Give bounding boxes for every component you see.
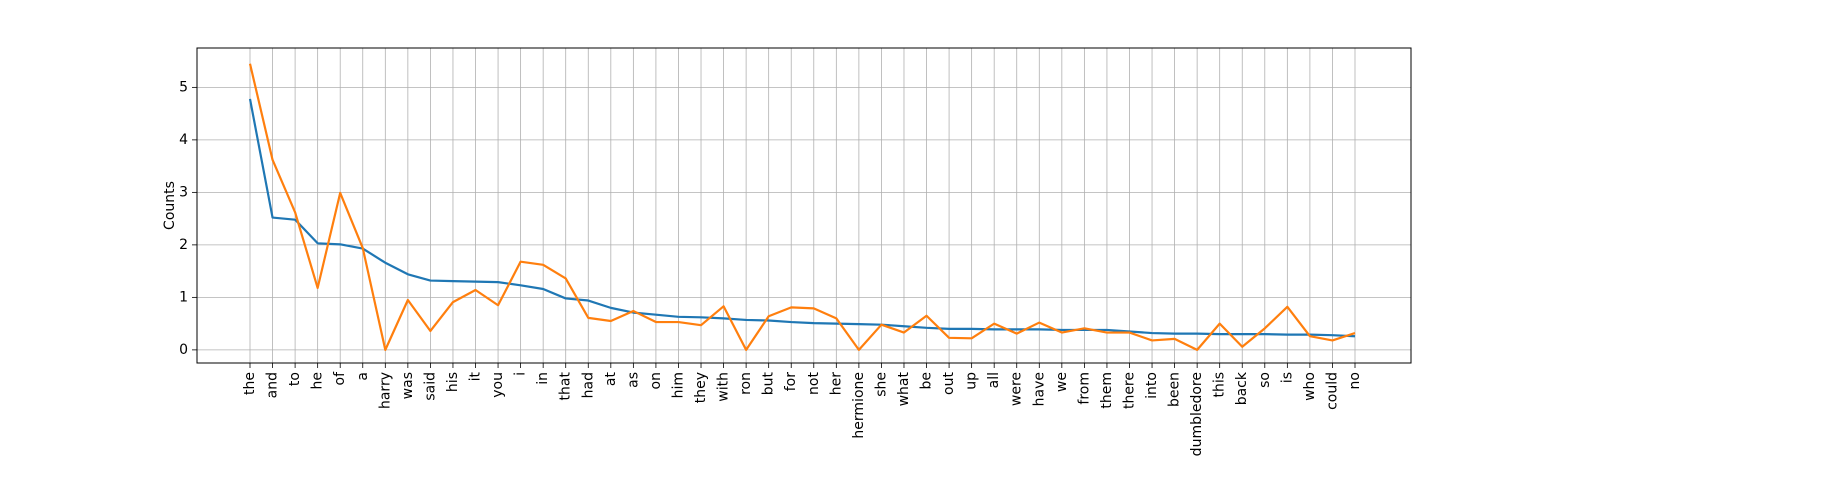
grid-lines bbox=[197, 48, 1411, 363]
x-tick-label: a bbox=[355, 372, 371, 381]
y-tick-label: 5 bbox=[179, 79, 188, 95]
x-tick-label: him bbox=[670, 372, 686, 398]
x-tick-label: as bbox=[625, 372, 641, 388]
x-tick-label: out bbox=[941, 371, 957, 394]
y-tick-label: 0 bbox=[179, 342, 188, 358]
x-tick-label: she bbox=[873, 372, 889, 397]
x-tick-label: to bbox=[287, 372, 303, 386]
x-tick-label: they bbox=[693, 372, 709, 403]
x-tick-label: of bbox=[332, 371, 348, 386]
y-tick-label: 3 bbox=[179, 184, 188, 200]
series-line-1 bbox=[248, 98, 1356, 338]
x-tick-label: had bbox=[580, 372, 596, 398]
x-tick-label: have bbox=[1031, 372, 1047, 406]
x-tick-label: you bbox=[490, 372, 506, 398]
x-tick-label: not bbox=[806, 371, 822, 394]
y-tick-label: 1 bbox=[179, 289, 188, 305]
x-tick-label: them bbox=[1099, 372, 1115, 409]
x-tick-label: all bbox=[986, 372, 1002, 388]
x-tick-label: be bbox=[919, 372, 935, 390]
y-axis-label: Counts bbox=[162, 181, 178, 230]
x-tick-label: no bbox=[1347, 372, 1363, 389]
x-tick-label: it bbox=[468, 372, 484, 382]
x-tick-label: from bbox=[1076, 372, 1092, 405]
x-tick-label: could bbox=[1324, 372, 1340, 410]
series-lines bbox=[248, 63, 1356, 351]
x-tick-label: his bbox=[445, 372, 461, 392]
x-tick-label: up bbox=[964, 372, 980, 390]
y-tick-label: 4 bbox=[179, 132, 188, 148]
x-tick-label: was bbox=[400, 372, 416, 399]
x-tick-label: her bbox=[828, 372, 844, 395]
x-tick-label: there bbox=[1121, 372, 1137, 409]
y-axis: 0 1 2 3 4 5 bbox=[179, 79, 197, 358]
x-tick-label: harry bbox=[377, 372, 393, 409]
series-line-2 bbox=[248, 63, 1356, 351]
x-tick-label: but bbox=[761, 371, 777, 395]
x-tick-label: this bbox=[1212, 372, 1228, 398]
x-tick-label: hermione bbox=[851, 372, 867, 439]
x-axis: the and to he of a harry was said his it you i in that… bbox=[242, 363, 1363, 456]
x-tick-label: that bbox=[558, 371, 574, 400]
x-tick-label: ron bbox=[738, 372, 754, 395]
x-tick-label: so bbox=[1257, 372, 1273, 388]
x-tick-label: is bbox=[1279, 372, 1295, 383]
x-tick-label: we bbox=[1054, 372, 1070, 392]
x-tick-label: into bbox=[1144, 372, 1160, 399]
x-tick-label: dumbledore bbox=[1189, 372, 1205, 456]
x-tick-label: in bbox=[535, 372, 551, 385]
x-tick-label: the bbox=[242, 372, 258, 395]
x-tick-label: were bbox=[1009, 372, 1025, 406]
x-tick-label: been bbox=[1167, 372, 1183, 407]
x-tick-label: at bbox=[603, 371, 619, 386]
x-tick-label: he bbox=[310, 372, 326, 390]
x-tick-label: i bbox=[513, 372, 529, 376]
x-tick-label: who bbox=[1302, 372, 1318, 401]
plot-frame bbox=[196, 47, 1412, 364]
x-tick-label: and bbox=[265, 372, 281, 398]
y-tick-label: 2 bbox=[179, 237, 188, 253]
x-tick-label: what bbox=[896, 372, 912, 407]
x-tick-label: with bbox=[716, 372, 732, 402]
x-tick-label: back bbox=[1234, 371, 1250, 405]
x-tick-label: for bbox=[783, 372, 799, 391]
x-tick-label: on bbox=[648, 372, 664, 389]
x-tick-label: said bbox=[422, 372, 438, 401]
